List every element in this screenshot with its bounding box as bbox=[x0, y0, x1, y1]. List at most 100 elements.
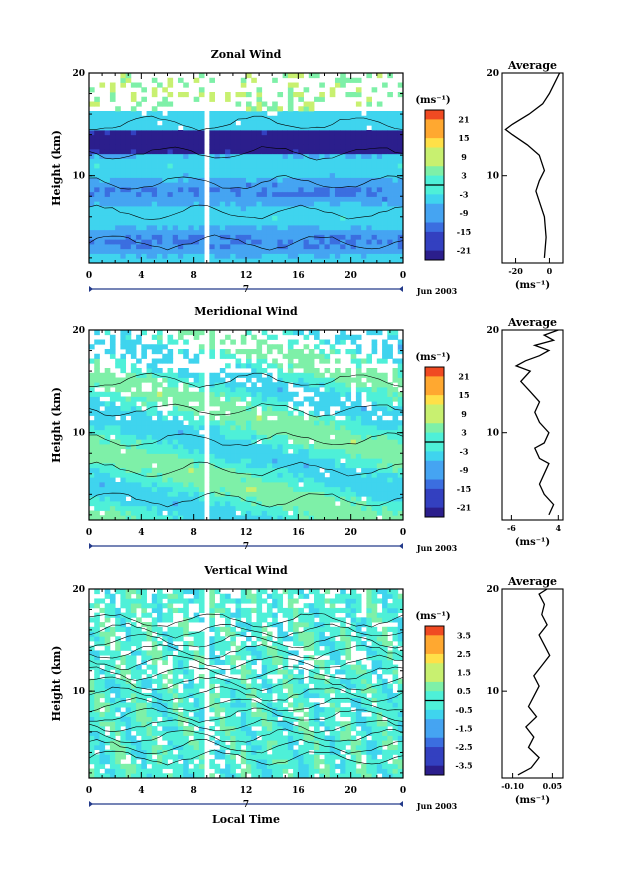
heatmap-cell bbox=[146, 163, 153, 169]
heatmap-cell bbox=[198, 330, 205, 336]
heatmap-cell bbox=[177, 139, 184, 145]
heatmap-cell bbox=[151, 153, 158, 159]
heatmap-cell bbox=[266, 130, 273, 136]
heatmap-cell bbox=[251, 225, 257, 231]
heatmap-cell bbox=[151, 368, 158, 374]
heatmap-cell bbox=[188, 149, 195, 155]
heatmap-cell bbox=[366, 149, 372, 155]
heatmap-cell bbox=[209, 191, 215, 197]
heatmap-cell bbox=[340, 439, 346, 445]
heatmap-cell bbox=[109, 248, 116, 254]
heatmap-cell bbox=[324, 401, 331, 407]
heatmap-cell bbox=[183, 716, 189, 722]
heatmap-cell bbox=[293, 349, 299, 355]
heatmap-cell bbox=[308, 172, 315, 178]
heatmap-cell bbox=[355, 163, 362, 169]
heatmap-cell bbox=[183, 448, 189, 454]
heatmap-cell bbox=[319, 453, 325, 459]
heatmap-cell bbox=[219, 458, 226, 464]
heatmap-cell bbox=[256, 177, 263, 183]
heatmap-cell bbox=[104, 749, 111, 755]
heatmap-cell bbox=[277, 139, 284, 145]
heatmap-cell bbox=[172, 134, 179, 140]
heatmap-cell bbox=[172, 420, 179, 426]
heatmap-cell bbox=[151, 472, 158, 478]
heatmap-cell bbox=[251, 220, 257, 226]
heatmap-cell bbox=[319, 168, 325, 174]
heatmap-cell bbox=[314, 448, 320, 454]
heatmap-cell bbox=[382, 182, 388, 188]
heatmap-cell bbox=[376, 172, 383, 178]
heatmap-cell bbox=[345, 244, 352, 250]
heatmap-cell bbox=[277, 206, 284, 212]
heatmap-cell bbox=[157, 177, 163, 183]
heatmap-cell bbox=[251, 368, 257, 374]
heatmap-cell bbox=[392, 239, 399, 245]
heatmap-cell bbox=[183, 622, 189, 628]
heatmap-cell bbox=[146, 239, 153, 245]
heatmap-cell bbox=[162, 645, 168, 651]
heatmap-cell bbox=[256, 463, 263, 469]
heatmap-cell bbox=[157, 589, 163, 595]
heatmap-cell bbox=[261, 149, 268, 155]
heatmap-cell bbox=[251, 120, 257, 126]
heatmap-cell bbox=[298, 196, 304, 202]
heatmap-cell bbox=[177, 622, 184, 628]
heatmap-cell bbox=[334, 339, 341, 345]
day-bar-right-arrow bbox=[399, 286, 403, 292]
heatmap-cell bbox=[397, 458, 404, 464]
heatmap-cell bbox=[177, 425, 184, 431]
heatmap-cell bbox=[371, 486, 378, 492]
heatmap-cell bbox=[371, 177, 378, 183]
heatmap-cell bbox=[109, 130, 116, 136]
heatmap-cell bbox=[240, 144, 247, 150]
heatmap-cell bbox=[225, 334, 231, 340]
heatmap-cell bbox=[282, 206, 289, 212]
heatmap-cell bbox=[188, 674, 195, 680]
x-tick-label: 20 bbox=[344, 528, 357, 538]
heatmap-cell bbox=[287, 410, 294, 416]
heatmap-cell bbox=[230, 501, 236, 507]
heatmap-cell bbox=[219, 598, 226, 604]
heatmap-cell bbox=[183, 368, 189, 374]
heatmap-cell bbox=[219, 353, 226, 359]
heatmap-cell bbox=[125, 659, 132, 666]
heatmap-cell bbox=[177, 377, 184, 383]
heatmap-cell bbox=[240, 120, 247, 126]
heatmap-cell bbox=[366, 96, 372, 102]
heatmap-cell bbox=[392, 486, 399, 492]
heatmap-cell bbox=[141, 120, 147, 126]
average-x-tick-label: 4 bbox=[556, 523, 562, 533]
heatmap-cell bbox=[94, 234, 100, 240]
heatmap-cell bbox=[183, 589, 189, 595]
contour-line bbox=[88, 234, 404, 251]
heatmap-cell bbox=[167, 749, 174, 755]
heatmap-cell bbox=[355, 410, 362, 416]
heatmap-cell bbox=[157, 486, 163, 492]
heatmap-cell bbox=[251, 482, 257, 488]
heatmap-cell bbox=[130, 401, 137, 407]
heatmap-cell bbox=[183, 472, 189, 478]
heatmap-cell bbox=[214, 139, 221, 145]
heatmap-cell bbox=[287, 344, 294, 350]
heatmap-cell bbox=[99, 482, 106, 488]
heatmap-cell bbox=[355, 463, 362, 469]
heatmap-cell bbox=[277, 144, 284, 150]
heatmap-cell bbox=[298, 130, 304, 136]
heatmap-cell bbox=[350, 258, 357, 264]
heatmap-cell bbox=[136, 444, 142, 450]
heatmap-cell bbox=[230, 234, 236, 240]
heatmap-cell bbox=[183, 744, 189, 751]
heatmap-cell bbox=[324, 220, 331, 226]
heatmap-cell bbox=[136, 448, 142, 454]
heatmap-cell bbox=[350, 496, 357, 502]
heatmap-cell bbox=[256, 501, 263, 507]
heatmap-cell bbox=[240, 115, 247, 121]
heatmap-cell bbox=[287, 477, 294, 483]
heatmap-cell bbox=[350, 163, 357, 169]
heatmap-cell bbox=[104, 740, 111, 746]
heatmap-cell bbox=[167, 258, 174, 264]
heatmap-cell bbox=[89, 448, 95, 454]
heatmap-cell bbox=[198, 472, 205, 478]
heatmap-cell bbox=[256, 248, 263, 254]
